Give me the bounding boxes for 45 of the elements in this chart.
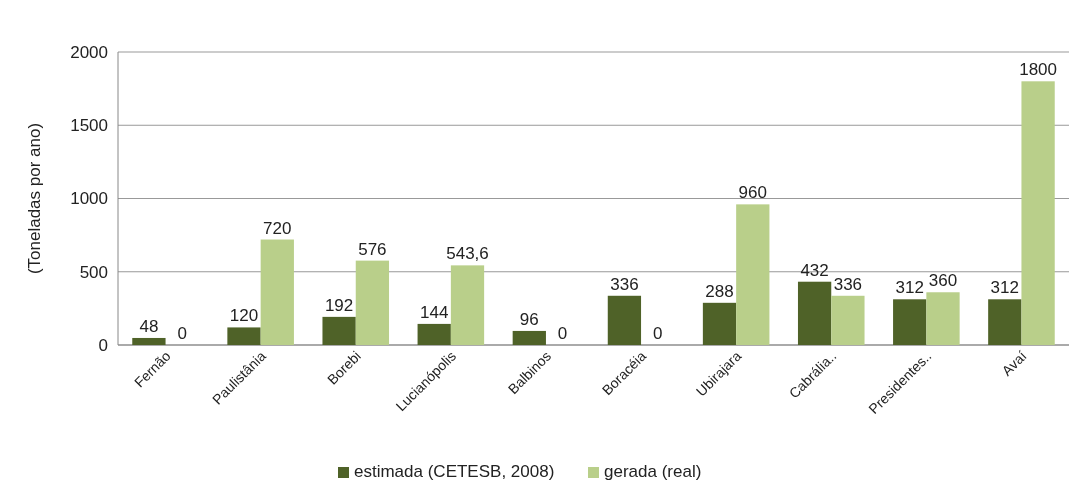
bar <box>797 281 832 345</box>
legend-label: gerada (real) <box>604 462 702 481</box>
data-label: 0 <box>177 324 187 343</box>
data-label: 312 <box>895 278 924 298</box>
bar <box>450 265 485 345</box>
data-label: 360 <box>928 271 958 291</box>
bar <box>260 239 294 345</box>
data-label: 288 <box>705 281 734 301</box>
data-label: 144 <box>420 302 449 322</box>
data-label: 0 <box>652 324 663 343</box>
bar <box>831 295 865 345</box>
data-label: 0 <box>557 324 568 343</box>
y-tick-label: 2000 <box>70 42 108 62</box>
data-label: 960 <box>738 183 767 203</box>
bar <box>607 295 642 345</box>
bar <box>926 292 960 345</box>
data-label: 192 <box>324 295 354 315</box>
data-label: 576 <box>358 239 387 259</box>
bar <box>736 204 770 345</box>
y-axis-title: (Toneladas por ano) <box>25 122 44 275</box>
y-tick-label: 1500 <box>70 116 108 136</box>
data-label: 120 <box>229 306 259 326</box>
data-label: 432 <box>800 260 829 280</box>
bar <box>322 316 356 345</box>
bar <box>702 302 737 345</box>
bar <box>355 260 390 345</box>
data-label: 336 <box>833 274 863 294</box>
y-tick-label: 1000 <box>70 189 108 209</box>
data-label: 96 <box>519 309 539 329</box>
data-label: 312 <box>990 278 1019 298</box>
bar <box>417 323 451 345</box>
bar <box>227 327 261 345</box>
bar <box>988 299 1022 345</box>
data-label: 720 <box>263 218 292 238</box>
y-tick-label: 500 <box>79 262 108 282</box>
bar <box>1021 81 1055 345</box>
legend-label: estimada (CETESB, 2008) <box>354 462 555 481</box>
y-tick-label: 0 <box>98 335 108 355</box>
bar <box>132 337 166 345</box>
data-label: 1800 <box>1019 60 1058 80</box>
bar <box>512 330 546 345</box>
bar <box>893 299 927 345</box>
data-label: 543,6 <box>446 244 489 264</box>
data-label: 48 <box>139 316 159 336</box>
data-label: 336 <box>610 274 639 294</box>
